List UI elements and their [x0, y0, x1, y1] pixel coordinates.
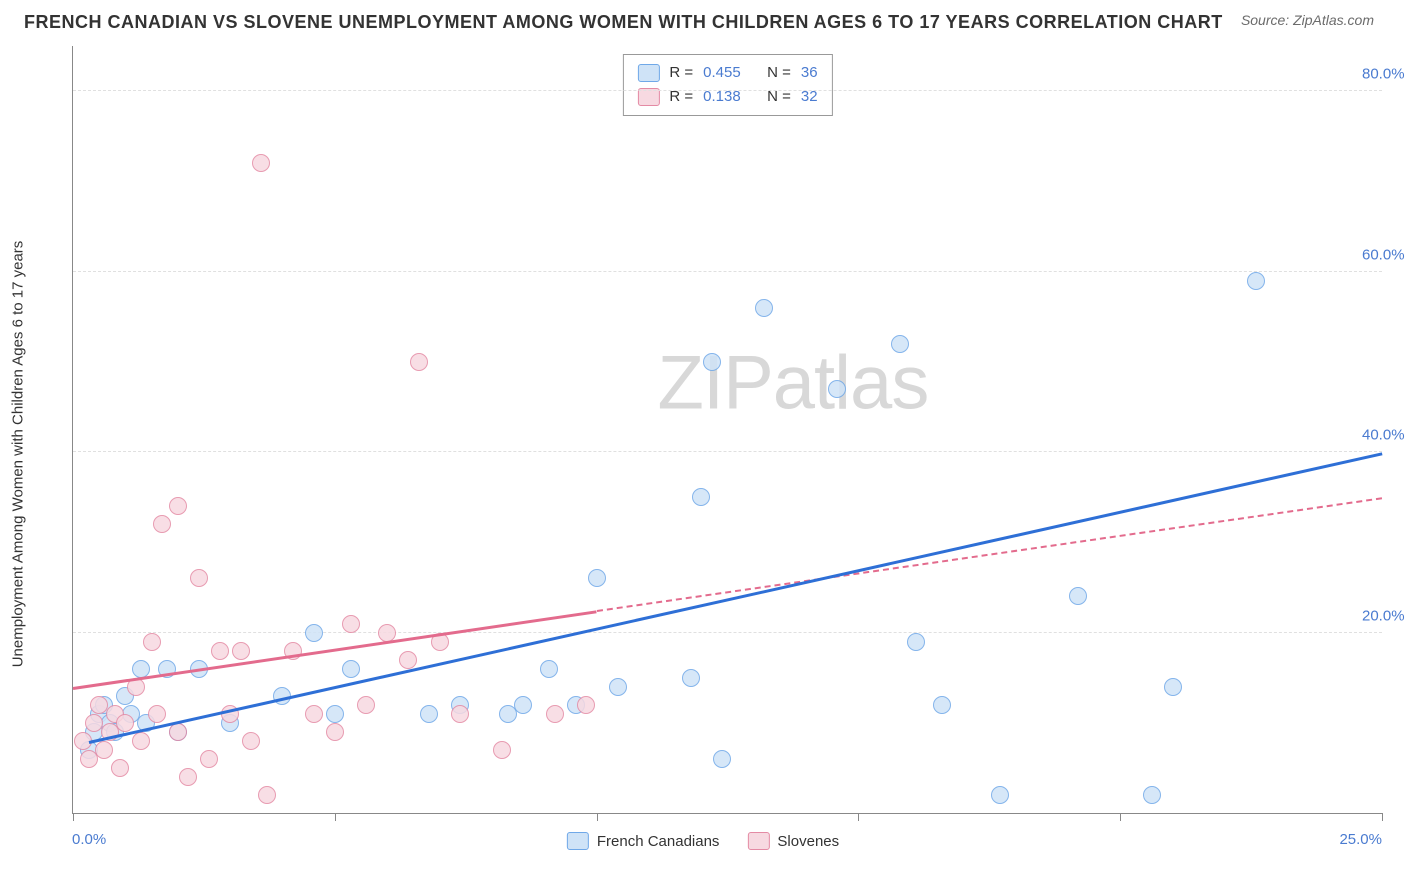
scatter-point — [991, 786, 1009, 804]
scatter-point — [514, 696, 532, 714]
scatter-point — [420, 705, 438, 723]
source-credit: Source: ZipAtlas.com — [1241, 12, 1374, 28]
scatter-point — [132, 660, 150, 678]
scatter-point — [342, 660, 360, 678]
scatter-point — [703, 353, 721, 371]
r-label: R = — [669, 61, 693, 85]
scatter-point — [1247, 272, 1265, 290]
x-tick — [73, 813, 74, 821]
scatter-point — [95, 741, 113, 759]
chart-container: Unemployment Among Women with Children A… — [24, 46, 1382, 862]
plot-area: ZIPatlas R = 0.455 N = 36 R = 0.138 N = … — [72, 46, 1382, 814]
scatter-point — [242, 732, 260, 750]
scatter-point — [200, 750, 218, 768]
scatter-point — [609, 678, 627, 696]
scatter-point — [1164, 678, 1182, 696]
scatter-point — [1143, 786, 1161, 804]
gridline-h — [73, 90, 1382, 91]
legend-swatch-french — [567, 832, 589, 850]
scatter-point — [540, 660, 558, 678]
scatter-point — [211, 642, 229, 660]
scatter-point — [179, 768, 197, 786]
scatter-point — [148, 705, 166, 723]
y-tick-label: 60.0% — [1362, 246, 1406, 263]
scatter-point — [378, 624, 396, 642]
scatter-point — [258, 786, 276, 804]
scatter-point — [116, 714, 134, 732]
x-tick — [335, 813, 336, 821]
regression-line — [596, 497, 1382, 612]
series-legend: French Canadians Slovenes — [567, 832, 839, 850]
x-tick — [858, 813, 859, 821]
scatter-point — [682, 669, 700, 687]
watermark-light: atlas — [773, 341, 929, 426]
scatter-point — [1069, 587, 1087, 605]
watermark: ZIPatlas — [658, 340, 929, 427]
scatter-point — [232, 642, 250, 660]
r-label: R = — [669, 85, 693, 109]
x-axis-max-label: 25.0% — [1339, 831, 1382, 848]
scatter-point — [891, 335, 909, 353]
legend-item-french: French Canadians — [567, 832, 720, 850]
scatter-point — [342, 615, 360, 633]
x-axis-min-label: 0.0% — [72, 831, 106, 848]
scatter-point — [755, 299, 773, 317]
scatter-point — [169, 497, 187, 515]
scatter-point — [451, 705, 469, 723]
correlation-row-slovene: R = 0.138 N = 32 — [637, 85, 817, 109]
gridline-h — [73, 271, 1382, 272]
scatter-point — [357, 696, 375, 714]
scatter-point — [907, 633, 925, 651]
scatter-point — [588, 569, 606, 587]
n-value-slovene: 32 — [801, 85, 818, 109]
y-axis-label: Unemployment Among Women with Children A… — [10, 241, 27, 668]
y-tick-label: 40.0% — [1362, 427, 1406, 444]
scatter-point — [305, 624, 323, 642]
n-label: N = — [767, 85, 791, 109]
scatter-point — [326, 705, 344, 723]
gridline-h — [73, 632, 1382, 633]
legend-label-french: French Canadians — [597, 833, 720, 850]
scatter-point — [111, 759, 129, 777]
scatter-point — [399, 651, 417, 669]
regression-line — [88, 452, 1382, 744]
scatter-point — [143, 633, 161, 651]
r-value-slovene: 0.138 — [703, 85, 751, 109]
scatter-point — [546, 705, 564, 723]
chart-title: FRENCH CANADIAN VS SLOVENE UNEMPLOYMENT … — [24, 12, 1223, 33]
gridline-h — [73, 451, 1382, 452]
scatter-point — [305, 705, 323, 723]
n-value-french: 36 — [801, 61, 818, 85]
correlation-row-french: R = 0.455 N = 36 — [637, 61, 817, 85]
legend-swatch-slovene — [747, 832, 769, 850]
scatter-point — [252, 154, 270, 172]
swatch-french — [637, 64, 659, 82]
scatter-point — [410, 353, 428, 371]
scatter-point — [692, 488, 710, 506]
scatter-point — [493, 741, 511, 759]
scatter-point — [326, 723, 344, 741]
x-tick — [597, 813, 598, 821]
x-tick — [1382, 813, 1383, 821]
y-tick-label: 20.0% — [1362, 607, 1406, 624]
scatter-point — [153, 515, 171, 533]
r-value-french: 0.455 — [703, 61, 751, 85]
scatter-point — [190, 569, 208, 587]
scatter-point — [577, 696, 595, 714]
correlation-legend: R = 0.455 N = 36 R = 0.138 N = 32 — [622, 54, 832, 116]
legend-item-slovene: Slovenes — [747, 832, 839, 850]
scatter-point — [132, 732, 150, 750]
scatter-point — [713, 750, 731, 768]
y-tick-label: 80.0% — [1362, 66, 1406, 83]
x-tick — [1120, 813, 1121, 821]
legend-label-slovene: Slovenes — [777, 833, 839, 850]
scatter-point — [933, 696, 951, 714]
scatter-point — [828, 380, 846, 398]
n-label: N = — [767, 61, 791, 85]
